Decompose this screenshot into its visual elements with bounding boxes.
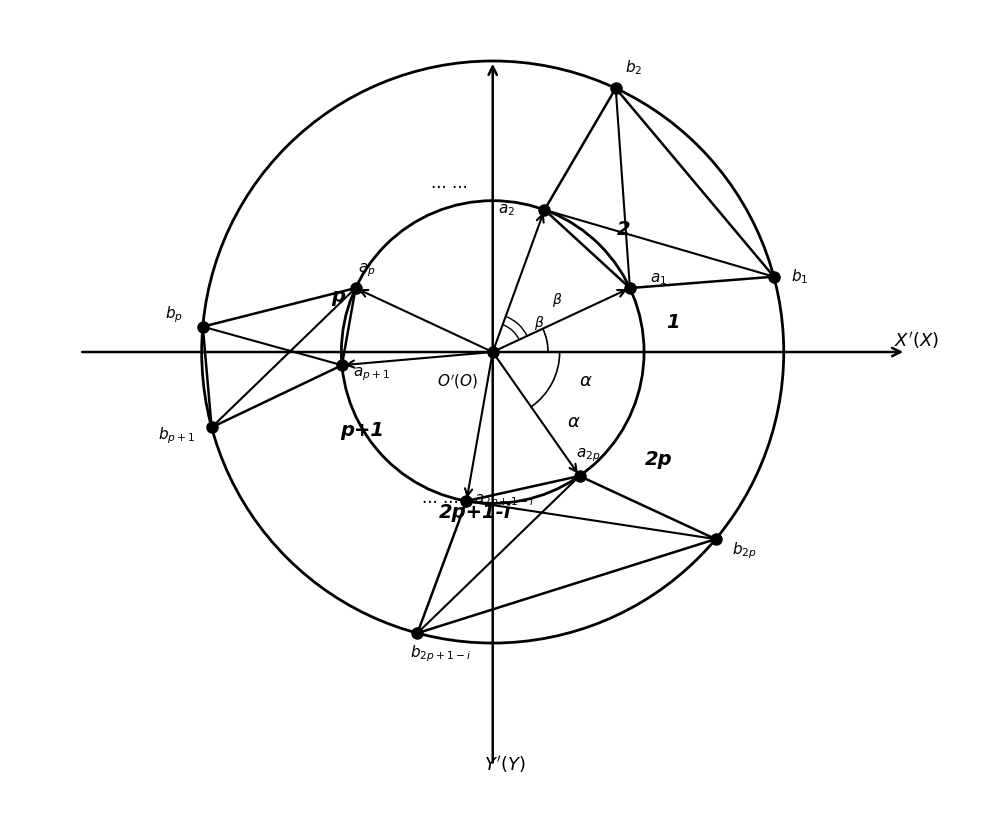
Text: $b_p$: $b_p$ (165, 305, 183, 326)
Text: $a_1$: $a_1$ (650, 271, 668, 287)
Text: $O'(O)$: $O'(O)$ (437, 372, 478, 391)
Text: $a_p$: $a_p$ (358, 262, 376, 280)
Text: p+1: p+1 (340, 421, 384, 440)
Text: ... ...: ... ... (422, 488, 459, 507)
Text: $\alpha$: $\alpha$ (567, 412, 581, 431)
Text: ... ...: ... ... (431, 175, 467, 192)
Text: $\beta$: $\beta$ (552, 291, 562, 309)
Text: $b_{p+1}$: $b_{p+1}$ (158, 426, 195, 447)
Text: 1: 1 (666, 313, 680, 332)
Text: $\alpha$: $\alpha$ (579, 372, 593, 390)
Text: $b_{2p}$: $b_{2p}$ (732, 540, 757, 561)
Text: $a_2$: $a_2$ (498, 202, 515, 218)
Text: 2p: 2p (645, 450, 672, 469)
Text: $\beta$: $\beta$ (534, 314, 545, 332)
Text: $b_{2p+1-i}$: $b_{2p+1-i}$ (410, 643, 471, 664)
Text: $a_{2p+1-i}$: $a_{2p+1-i}$ (474, 493, 535, 510)
Text: $Y'(Y)$: $Y'(Y)$ (484, 754, 525, 775)
Text: $b_2$: $b_2$ (625, 58, 642, 77)
Text: p: p (331, 287, 345, 306)
Text: $X'(X)$: $X'(X)$ (894, 330, 939, 351)
Text: $a_{p+1}$: $a_{p+1}$ (353, 365, 390, 382)
Text: 2p+1-i: 2p+1-i (439, 503, 511, 522)
Text: $a_{2p}$: $a_{2p}$ (576, 447, 600, 464)
Text: 2: 2 (617, 220, 631, 240)
Text: $b_1$: $b_1$ (791, 267, 809, 286)
